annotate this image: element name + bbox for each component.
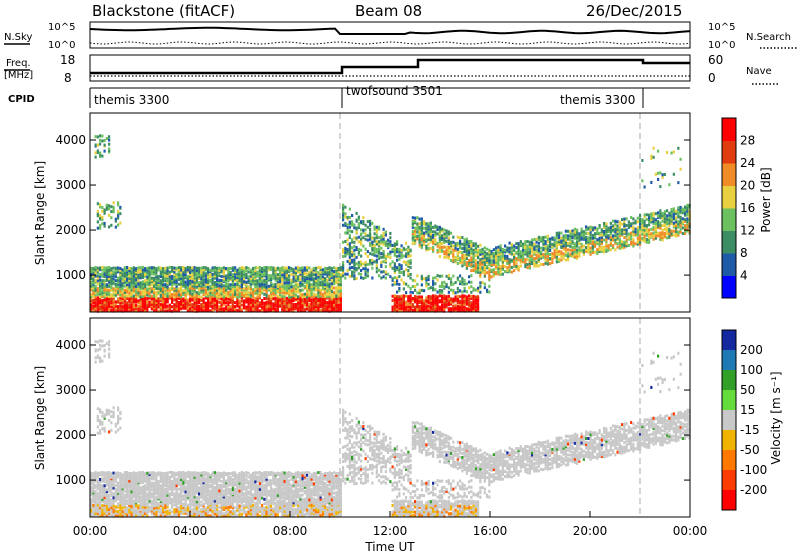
nsky-series [89,26,691,35]
date-title: 26/Dec/2015 [586,2,682,20]
freq-unit: [MHz] [4,70,33,81]
velocity-scatter [90,318,691,518]
power-scatter [90,113,691,313]
radar-title: Blackstone (fitACF) [92,2,235,20]
noise-tick-low: 10^0 [48,40,75,51]
range-tick-label: 1000 [55,268,86,282]
nsearch-label: N.Search [746,32,791,43]
cpid-panel: CPID themis 3300 twofsound 3501 themis 3… [8,84,690,108]
noise-tick-high: 10^5 [48,22,75,33]
cpid-seg-3: themis 3300 [560,93,635,107]
range-tick-label: 3000 [55,178,86,192]
colorbar-tick-label: 28 [740,134,755,148]
nsearch-series [89,41,691,45]
time-tick-label: 20:00 [573,524,608,538]
colorbar-tick-label: -100 [740,463,767,477]
velocity-colorbar: 200 100 50 15 -15 -50 -100 -200 [721,329,767,511]
freq-series [90,58,690,75]
nave-tick-low: 0 [708,71,716,85]
range-tick-label: 2000 [55,223,86,237]
cpid-seg-1: themis 3300 [94,93,169,107]
nsky-label: N.Sky [4,32,32,43]
colorbar-tick-label: 20 [740,179,755,193]
power-colorbar: 4 8 12 16 20 24 28 [721,117,755,299]
velocity-colorbar-label: Velocity [m s⁻¹] [769,371,783,464]
time-xlabel: Time UT [364,540,415,554]
colorbar-tick-label: 4 [740,269,748,283]
range-tick-label: 2000 [55,428,86,442]
colorbar-tick-label: 50 [740,383,755,397]
freq-label: Freq. [6,58,31,69]
power-colorbar-label: Power [dB] [759,167,773,232]
beam-title: Beam 08 [355,2,422,20]
colorbar-tick-label: 15 [740,403,755,417]
range-tick-label: 4000 [55,133,86,147]
colorbar-tick-label: -50 [740,443,760,457]
velocity-ylabel: Slant Range [km] [33,366,47,470]
noise-tick-low-r: 10^0 [708,40,735,51]
colorbar-tick-label: 100 [740,363,763,377]
power-panel: 1000 2000 3000 4000 Slant Range [km] 4 8 12 16… [33,112,773,313]
colorbar-tick-label: -200 [740,483,767,497]
range-tick-label: 3000 [55,383,86,397]
time-tick-label: 16:00 [473,524,508,538]
colorbar-tick-label: -15 [740,423,760,437]
colorbar-tick-label: 200 [740,343,763,357]
time-tick-label: 08:00 [273,524,308,538]
freq-tick-high: 18 [60,53,75,67]
time-tick-label: 12:00 [373,524,408,538]
power-ylabel: Slant Range [km] [33,161,47,265]
freq-tick-low: 8 [64,71,72,85]
nave-label: Nave [746,66,772,77]
nave-tick-high: 60 [708,53,723,67]
time-tick-label: 00:00 [73,524,108,538]
colorbar-tick-label: 12 [740,224,755,238]
velocity-panel: 1000 2000 3000 4000 00:00 04:00 08:00 12:00 16:… [33,317,783,554]
colorbar-tick-label: 8 [740,246,748,260]
colorbar-tick-label: 16 [740,201,755,215]
noise-panel: N.Sky 10^5 10^0 10^5 10^0 N.Search [4,21,798,51]
range-tick-label: 1000 [55,473,86,487]
cpid-label: CPID [8,94,35,105]
time-tick-label: 00:00 [673,524,708,538]
cpid-seg-2: twofsound 3501 [346,84,443,98]
noise-tick-high-r: 10^5 [708,22,735,33]
freq-panel: Freq. [MHz] 18 8 60 0 Nave [4,53,778,85]
time-tick-label: 04:00 [173,524,208,538]
colorbar-tick-label: 24 [740,156,755,170]
range-tick-label: 4000 [55,338,86,352]
